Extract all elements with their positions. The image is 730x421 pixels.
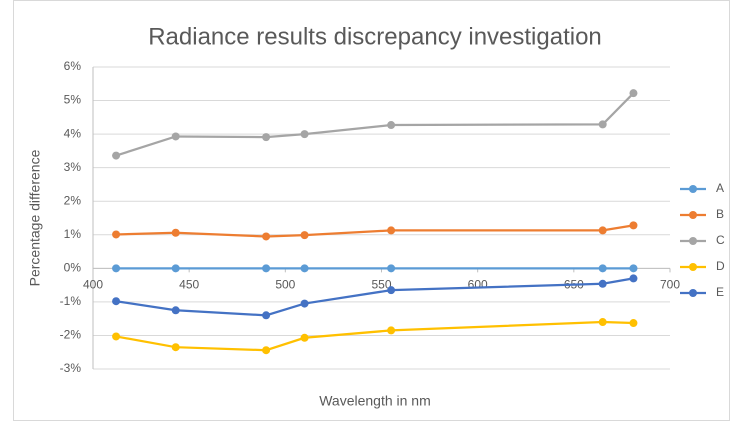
y-tick-label: -1% (60, 294, 82, 308)
data-point (300, 264, 309, 273)
legend-marker (689, 263, 697, 271)
y-tick-label: -3% (60, 361, 82, 375)
data-point (112, 332, 121, 341)
data-point (262, 311, 271, 320)
legend-marker (689, 289, 697, 297)
legend-label: A (716, 181, 724, 195)
legend-label: C (716, 233, 725, 247)
data-point (112, 151, 121, 160)
data-point (387, 121, 396, 130)
data-point (629, 89, 638, 98)
x-axis-title: Wavelength in nm (319, 393, 431, 409)
x-tick-label: 400 (83, 278, 103, 292)
legend-label: B (716, 207, 724, 221)
data-point (112, 297, 121, 306)
legend-label: E (716, 285, 724, 299)
data-point (300, 299, 309, 308)
legend-marker (689, 237, 697, 245)
data-point (300, 130, 309, 139)
data-point (629, 221, 638, 230)
y-tick-label: 4% (64, 126, 82, 140)
data-point (387, 326, 396, 335)
data-point (112, 264, 121, 273)
data-point (262, 346, 271, 355)
data-point (598, 226, 607, 235)
y-tick-label: 3% (64, 160, 82, 174)
data-point (300, 333, 309, 342)
data-point (171, 343, 180, 352)
y-axis-title: Percentage difference (27, 149, 43, 286)
data-point (300, 231, 309, 240)
y-tick-label: -2% (60, 328, 82, 342)
data-point (387, 286, 396, 295)
data-point (598, 279, 607, 288)
x-tick-label: 600 (468, 278, 488, 292)
data-point (387, 226, 396, 235)
data-point (387, 264, 396, 273)
x-tick-label: 550 (371, 278, 391, 292)
chart-title: Radiance results discrepancy investigati… (148, 23, 602, 50)
legend-marker (689, 185, 697, 193)
data-point (262, 264, 271, 273)
data-point (171, 228, 180, 237)
data-point (171, 306, 180, 315)
legend-marker (689, 211, 697, 219)
y-tick-label: 0% (64, 261, 82, 275)
x-tick-label: 450 (179, 278, 199, 292)
data-point (171, 264, 180, 273)
data-point (112, 230, 121, 239)
data-point (629, 274, 638, 283)
data-point (598, 318, 607, 327)
y-tick-label: 2% (64, 193, 82, 207)
data-point (262, 133, 271, 142)
y-tick-label: 1% (64, 227, 82, 241)
legend-label: D (716, 259, 725, 273)
x-tick-label: 700 (660, 278, 680, 292)
chart-frame (13, 0, 730, 421)
data-point (171, 132, 180, 141)
data-point (598, 120, 607, 129)
y-tick-label: 5% (64, 93, 82, 107)
data-point (262, 232, 271, 241)
data-point (598, 264, 607, 273)
x-tick-label: 500 (275, 278, 295, 292)
y-tick-label: 6% (64, 59, 82, 73)
data-point (629, 264, 638, 273)
data-point (629, 319, 638, 328)
